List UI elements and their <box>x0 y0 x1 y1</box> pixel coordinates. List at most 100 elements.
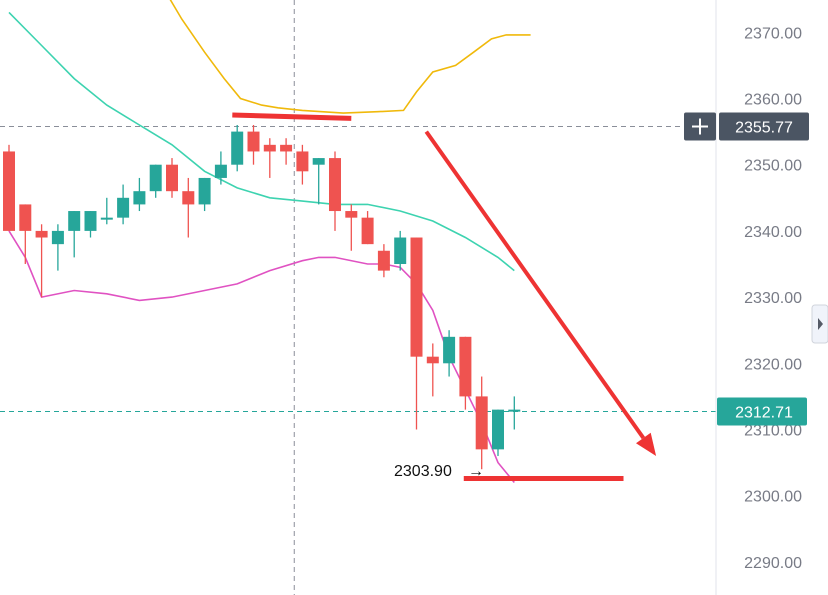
candle <box>166 158 178 198</box>
candle <box>3 144 15 231</box>
crosshair-price-label-box <box>719 112 809 141</box>
candle <box>361 211 374 245</box>
candle-body <box>182 191 195 205</box>
candle <box>508 396 521 430</box>
price-tick-label: 2300.00 <box>744 489 802 506</box>
candle-body <box>426 356 439 364</box>
price-tick-label: 2350.00 <box>744 158 802 175</box>
price-tick-label: 2340.00 <box>744 224 802 241</box>
candle-body <box>35 230 48 238</box>
chevron-right-icon <box>818 318 823 330</box>
add-alert-button[interactable] <box>684 112 716 141</box>
candle-body <box>377 250 390 271</box>
candle <box>247 124 260 165</box>
candle-body <box>68 211 81 231</box>
price-tick-label: 2290.00 <box>744 555 802 572</box>
candle-body <box>247 131 260 152</box>
lower-band-line <box>8 230 515 484</box>
candle <box>492 409 504 456</box>
scroll-right-handle[interactable] <box>811 304 828 344</box>
price-tick-label: 2370.00 <box>744 25 802 42</box>
candle-body <box>84 211 97 231</box>
price-tick-label: 2360.00 <box>744 92 802 109</box>
candle <box>410 237 423 430</box>
candlesticks <box>3 124 521 470</box>
candle-body <box>133 191 146 205</box>
candle-body <box>166 164 178 192</box>
candle-body <box>100 217 113 220</box>
candle <box>84 211 97 238</box>
candle-body <box>329 158 341 212</box>
candle <box>345 204 358 251</box>
candle-body <box>149 164 162 192</box>
last-price-label: 2312.71 <box>735 405 793 422</box>
price-tick-label: 2310.00 <box>744 423 802 440</box>
candle-body <box>475 396 488 450</box>
candle <box>68 211 81 258</box>
candle-body <box>214 164 227 178</box>
candle <box>149 164 162 198</box>
candle <box>426 343 439 397</box>
trend-arrow[interactable] <box>424 130 657 456</box>
candle-body <box>51 230 64 245</box>
trend-arrow-shaft <box>424 130 646 440</box>
horizontal-ray-line[interactable] <box>232 112 352 121</box>
candle <box>198 177 211 212</box>
candle-body <box>361 217 374 245</box>
arrow-right-icon: → <box>468 463 484 480</box>
candle <box>394 230 407 271</box>
low-price-annotation: 2303.90 → <box>394 463 484 480</box>
candle <box>182 177 195 238</box>
candle-body <box>3 151 15 231</box>
last-price-label-box <box>717 397 807 426</box>
candle-body <box>296 151 309 172</box>
bollinger-bands <box>8 0 531 484</box>
candle <box>117 184 130 225</box>
middle-band-line <box>8 11 515 272</box>
candle <box>214 151 227 185</box>
candle-body <box>459 336 472 397</box>
price-tick-label: 2320.00 <box>744 356 802 373</box>
candle <box>296 144 309 185</box>
candle <box>329 151 341 231</box>
trend-arrow-head <box>636 432 657 456</box>
candle <box>459 336 472 410</box>
candle-body <box>394 237 407 264</box>
candle <box>280 138 293 165</box>
candle-body <box>198 177 211 205</box>
upper-band-line <box>169 0 531 114</box>
gridlines <box>0 0 716 595</box>
candle <box>133 177 146 212</box>
candle-body <box>508 409 521 412</box>
plus-icon <box>692 118 708 135</box>
candle-body <box>410 237 423 357</box>
last-price-badge: 2312.71 <box>717 397 807 426</box>
candle <box>35 224 48 298</box>
price-axis[interactable]: 2370.00 2360.00 2350.00 2340.00 2330.00 2320.… <box>715 0 828 595</box>
candle <box>263 138 276 178</box>
candle-body <box>492 409 504 450</box>
price-tick-label: 2330.00 <box>744 290 802 307</box>
crosshair-price-badge: 2355.77 <box>719 112 809 141</box>
low-price-label: 2303.90 <box>394 463 452 480</box>
candle-body <box>443 336 456 364</box>
candle <box>443 330 456 377</box>
candle-body <box>19 204 32 231</box>
candle-body <box>280 144 293 152</box>
crosshair-price-label: 2355.77 <box>735 120 793 137</box>
candle <box>475 376 488 470</box>
candle <box>377 244 390 278</box>
candle-body <box>345 211 358 218</box>
trend-drawings[interactable] <box>232 112 657 481</box>
candle <box>51 224 64 271</box>
candle-body <box>312 158 325 165</box>
candle <box>231 124 244 172</box>
candle-body <box>263 144 276 152</box>
candle <box>100 197 113 225</box>
price-axis-bg <box>716 0 828 595</box>
candle-body <box>231 131 244 165</box>
candle-body <box>117 197 130 218</box>
candle <box>19 204 32 264</box>
candle <box>312 158 325 205</box>
